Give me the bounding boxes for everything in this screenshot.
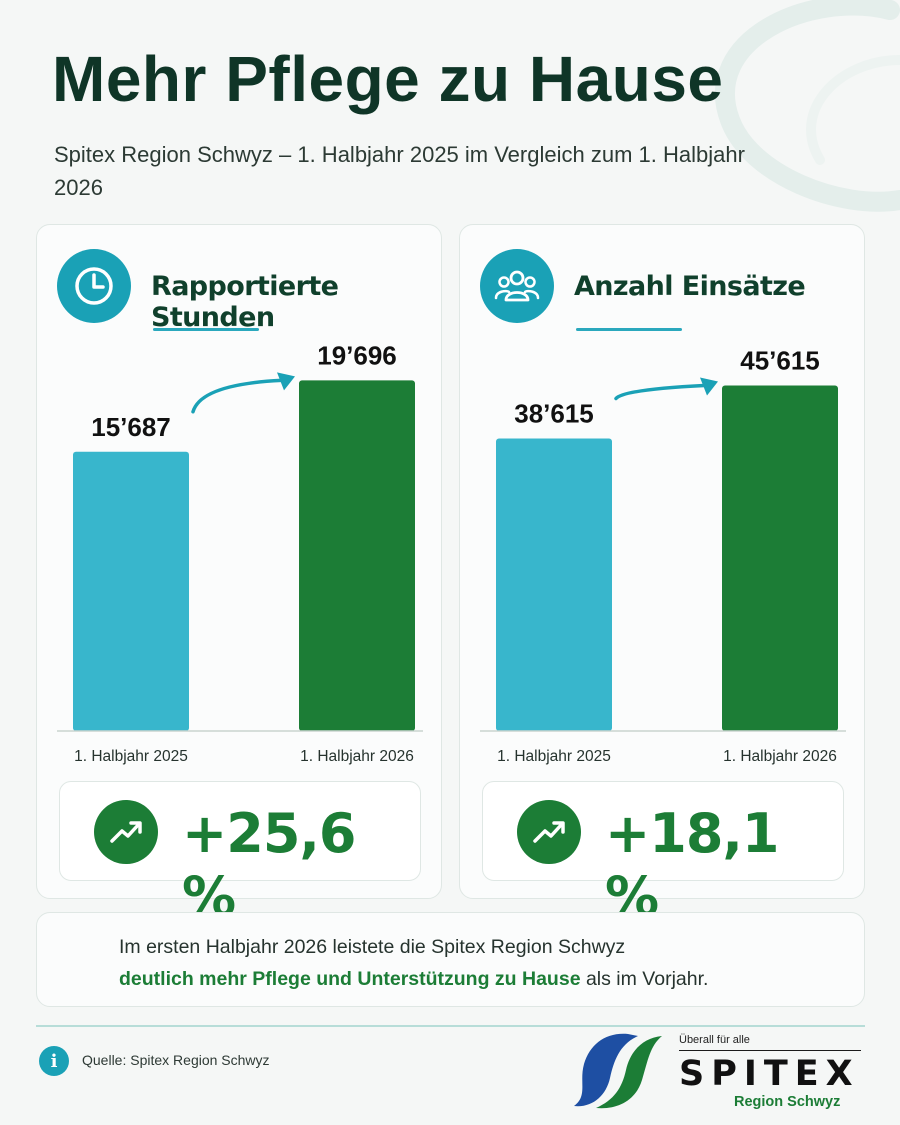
bar-value-label: 19’696	[317, 345, 397, 370]
change-percent: +25,6 %	[182, 802, 356, 928]
hours-card: Rapportierte Stunden 15’687 1. Halbjahr 2…	[36, 224, 442, 928]
summary-line1: Im ersten Halbjahr 2026 leistete die Spi…	[119, 936, 626, 958]
bar-2025	[73, 451, 189, 731]
category-label: 1. Halbjahr 2025	[497, 748, 611, 765]
change-box: +18,1 %	[482, 781, 844, 928]
bar-value-label: 38’615	[514, 399, 594, 429]
logo-region: Region Schwyz	[734, 1094, 841, 1110]
source-text: Quelle: Spitex Region Schwyz	[82, 1052, 270, 1068]
visits-card: Anzahl Einsätze 38’615 1. Halbjahr 2025 45…	[459, 224, 865, 928]
page-title: Mehr Pflege zu Hause	[52, 43, 724, 115]
decorative-swoosh	[714, 0, 900, 212]
card-title: Rapportierte Stunden	[151, 271, 339, 333]
category-label: 1. Halbjahr 2026	[300, 748, 414, 765]
info-icon: i	[39, 1046, 69, 1076]
logo-tagline: Überall für alle	[679, 1034, 750, 1046]
summary-line2: als im Vorjahr.	[580, 968, 709, 990]
card-title: Anzahl Einsätze	[574, 271, 806, 302]
growth-arrow	[191, 378, 283, 414]
growth-arrowhead	[277, 372, 295, 391]
growth-arrowhead	[700, 377, 718, 396]
change-percent: +18,1 %	[605, 802, 779, 928]
footer-divider	[36, 1025, 865, 1027]
summary-text: Im ersten Halbjahr 2026 leistete die Spi…	[119, 931, 799, 995]
title-underline	[576, 328, 682, 331]
spitex-logo-mark	[574, 1033, 662, 1109]
category-label: 1. Halbjahr 2026	[723, 748, 837, 765]
category-label: 1. Halbjahr 2025	[74, 748, 188, 765]
bar-value-label: 45’615	[740, 345, 820, 375]
clock-icon	[57, 249, 131, 323]
summary-highlight: deutlich mehr Pflege und Unterstützung z…	[119, 968, 581, 990]
trend-up-icon	[517, 800, 581, 864]
bar-2025	[496, 438, 612, 731]
hours-bar-chart: 15’687 1. Halbjahr 2025 19’696 1. Halbjahr …	[57, 345, 423, 765]
visits-bar-chart: 38’615 1. Halbjahr 2025 45’615 1. Halbjahr …	[480, 345, 846, 765]
change-box: +25,6 %	[59, 781, 421, 928]
growth-arrow	[614, 383, 706, 401]
logo-divider	[679, 1050, 861, 1051]
page-subtitle: Spitex Region Schwyz – 1. Halbjahr 2025 …	[54, 142, 745, 200]
logo-wordmark: SPITEX	[679, 1054, 860, 1094]
title-underline	[153, 328, 259, 331]
people-group-icon	[480, 249, 554, 323]
summary-note: Im ersten Halbjahr 2026 leistete die Spi…	[36, 912, 865, 1007]
trend-up-icon	[94, 800, 158, 864]
bar-2026	[722, 385, 838, 731]
bar-value-label: 15’687	[91, 412, 171, 442]
bar-2026	[299, 380, 415, 731]
